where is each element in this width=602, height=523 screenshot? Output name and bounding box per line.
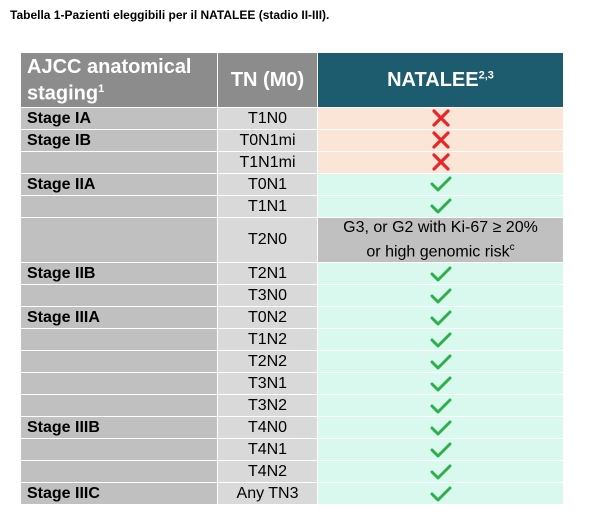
check-icon xyxy=(430,442,451,458)
table-row: T4N2 xyxy=(20,460,564,484)
check-icon xyxy=(430,176,451,192)
natalee-cell xyxy=(317,328,564,352)
check-icon xyxy=(430,288,451,304)
natalee-cell xyxy=(317,284,564,308)
tn-cell: T0N1 xyxy=(217,173,318,196)
table-row: T1N2 xyxy=(20,328,564,352)
natalee-cell xyxy=(317,306,564,330)
tn-cell: T3N0 xyxy=(217,284,318,308)
stage-cell: Stage IB xyxy=(20,129,218,152)
table-row: T3N2 xyxy=(20,394,564,418)
natalee-cell xyxy=(317,107,564,130)
stage-cell: Stage IIIA xyxy=(20,306,218,330)
stage-cell: Stage IA xyxy=(20,107,218,130)
table-row: Stage IIIA T0N2 xyxy=(20,306,564,330)
stage-cell xyxy=(20,460,218,484)
check-icon xyxy=(430,354,451,370)
eligibility-note-line2: or high genomic riskc xyxy=(366,242,515,261)
stage-cell: Stage IIIB xyxy=(20,416,218,440)
tn-cell: T2N0 xyxy=(217,216,318,264)
table-row: T3N1 xyxy=(20,372,564,396)
eligibility-note-line1: G3, or G2 with Ki-67 ≥ 20% xyxy=(343,219,538,236)
table-header-row: AJCC anatomical staging1 TN (M0) NATALEE… xyxy=(20,52,564,108)
table-row: Stage IIA T0N1 xyxy=(20,173,564,196)
natalee-cell xyxy=(317,438,564,462)
natalee-cell: G3, or G2 with Ki-67 ≥ 20% or high genomi… xyxy=(317,216,564,264)
table-row: T1N1 xyxy=(20,195,564,218)
tn-cell: T4N2 xyxy=(217,460,318,484)
check-icon xyxy=(430,486,451,502)
natalee-cell xyxy=(317,372,564,396)
table-row: Stage IIIC Any TN3 xyxy=(20,482,564,506)
tn-cell: T3N1 xyxy=(217,372,318,396)
tn-cell: T1N2 xyxy=(217,328,318,352)
stage-cell: Stage IIA xyxy=(20,173,218,196)
check-icon xyxy=(430,198,451,214)
table-caption: Tabella 1-Pazienti eleggibili per il NAT… xyxy=(10,8,330,22)
tn-cell: T3N2 xyxy=(217,394,318,418)
stage-cell xyxy=(20,151,218,174)
stage-cell xyxy=(20,216,218,264)
tn-cell: T4N1 xyxy=(217,438,318,462)
table-row: T4N1 xyxy=(20,438,564,462)
table-row: Stage IA T1N0 xyxy=(20,107,564,130)
header-tn-m0: TN (M0) xyxy=(217,52,318,108)
stage-cell xyxy=(20,394,218,418)
check-icon xyxy=(430,332,451,348)
natalee-cell xyxy=(317,195,564,218)
natalee-cell xyxy=(317,482,564,506)
cross-icon xyxy=(431,153,450,171)
eligibility-table: AJCC anatomical staging1 TN (M0) NATALEE… xyxy=(20,52,564,506)
natalee-cell xyxy=(317,394,564,418)
check-icon xyxy=(430,420,451,436)
tn-cell: T4N0 xyxy=(217,416,318,440)
natalee-cell xyxy=(317,173,564,196)
table-row: Stage IIB T2N1 xyxy=(20,262,564,286)
stage-cell xyxy=(20,438,218,462)
check-icon xyxy=(430,310,451,326)
tn-cell: T1N1 xyxy=(217,195,318,218)
tn-cell: T0N2 xyxy=(217,306,318,330)
natalee-cell xyxy=(317,151,564,174)
cross-icon xyxy=(431,131,450,149)
tn-cell: T1N0 xyxy=(217,107,318,130)
natalee-cell xyxy=(317,350,564,374)
check-icon xyxy=(430,266,451,282)
check-icon xyxy=(430,398,451,414)
table-row: T2N0 G3, or G2 with Ki-67 ≥ 20% or high ge… xyxy=(20,216,564,264)
tn-cell: T0N1mi xyxy=(217,129,318,152)
header-ajcc-staging: AJCC anatomical staging1 xyxy=(20,52,218,108)
stage-cell xyxy=(20,350,218,374)
stage-cell xyxy=(20,372,218,396)
table-row: T2N2 xyxy=(20,350,564,374)
natalee-cell xyxy=(317,460,564,484)
natalee-cell xyxy=(317,262,564,286)
natalee-cell xyxy=(317,129,564,152)
tn-cell: Any TN3 xyxy=(217,482,318,506)
table-row: T3N0 xyxy=(20,284,564,308)
natalee-cell xyxy=(317,416,564,440)
table-row: T1N1mi xyxy=(20,151,564,174)
table-row: Stage IB T0N1mi xyxy=(20,129,564,152)
header-natalee: NATALEE2,3 xyxy=(317,52,564,108)
stage-cell: Stage IIB xyxy=(20,262,218,286)
tn-cell: T1N1mi xyxy=(217,151,318,174)
stage-cell xyxy=(20,328,218,352)
stage-cell: Stage IIIC xyxy=(20,482,218,506)
check-icon xyxy=(430,376,451,392)
stage-cell xyxy=(20,195,218,218)
table-row: Stage IIIB T4N0 xyxy=(20,416,564,440)
tn-cell: T2N2 xyxy=(217,350,318,374)
tn-cell: T2N1 xyxy=(217,262,318,286)
stage-cell xyxy=(20,284,218,308)
cross-icon xyxy=(431,109,450,127)
check-icon xyxy=(430,464,451,480)
